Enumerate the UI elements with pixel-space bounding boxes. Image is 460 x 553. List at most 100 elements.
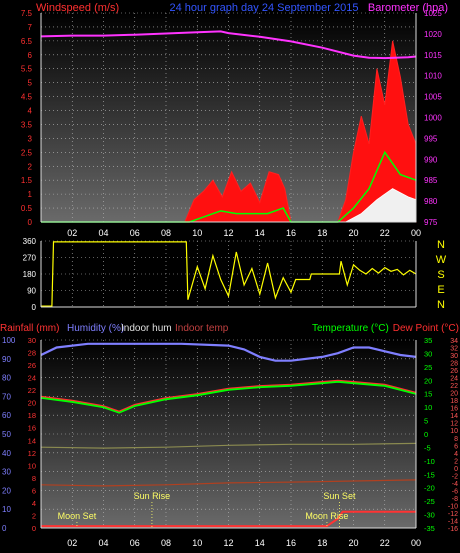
indoor-hum-series [40, 442, 417, 449]
indoor-temp-y-tick: 8 [454, 436, 458, 443]
x-tick-label: 18 [317, 538, 327, 548]
wind-y-tick: 0 [28, 218, 33, 227]
compass-label: W [436, 254, 447, 266]
rainfall-label: Rainfall (mm) [0, 323, 59, 334]
dir-y-tick: 90 [27, 287, 36, 296]
rain-y-tick: 26 [28, 361, 36, 370]
humidity-y-tick: 50 [2, 430, 11, 439]
baro-y-tick: 1000 [424, 114, 442, 123]
dewpoint-label: Dew Point (°C) [393, 323, 459, 334]
baro-y-tick: 1010 [424, 72, 442, 81]
indoor-temp-y-tick: 24 [450, 376, 458, 383]
windspeed-axis-title: Windspeed (m/s) [36, 2, 119, 14]
temp-y-tick: -10 [424, 457, 435, 466]
x-tick-label: 18 [317, 228, 327, 238]
wind-y-tick: 1.5 [21, 176, 33, 185]
baro-y-tick: 995 [424, 134, 438, 143]
x-tick-label: 10 [192, 228, 202, 238]
wind-y-tick: 0.5 [21, 204, 33, 213]
dir-y-tick: 360 [23, 237, 37, 246]
annotation-label: Moon Set [58, 511, 97, 521]
x-tick-label: 20 [348, 538, 358, 548]
temp-y-tick: 30 [424, 349, 432, 358]
indoor-temp-y-tick: 26 [450, 368, 458, 375]
indoor-temp-y-tick: 10 [450, 428, 458, 435]
indoor-temp-y-tick: -6 [452, 488, 458, 495]
temp-y-tick: 15 [424, 390, 432, 399]
temp-y-tick: 5 [424, 417, 428, 426]
dir-y-tick: 0 [32, 303, 37, 312]
temp-y-tick: -15 [424, 470, 435, 479]
indoor-temp-y-tick: 32 [450, 346, 458, 353]
rain-y-tick: 4 [32, 499, 36, 508]
wind-y-tick: 5.5 [21, 65, 33, 74]
indoor-hum-label: Indoor hum [121, 323, 172, 334]
indoor-temp-y-tick: -14 [448, 518, 458, 525]
rain-y-tick: 20 [28, 399, 36, 408]
dewpoint-series [40, 379, 417, 412]
barometer-series [40, 30, 417, 60]
indoor-temp-y-tick: 4 [454, 451, 458, 458]
baro-y-tick: 1025 [424, 9, 442, 18]
indoor-temp-series [40, 479, 417, 487]
wind-y-tick: 3.5 [21, 120, 33, 129]
wind-y-tick: 6 [28, 51, 33, 60]
rain-y-tick: 12 [28, 449, 36, 458]
indoor-temp-label: Indoor temp [175, 323, 229, 334]
indoor-temp-y-tick: -10 [448, 503, 458, 510]
indoor-temp-y-tick: 12 [450, 421, 458, 428]
compass-label: N [437, 299, 445, 311]
rainfall-series [41, 510, 416, 528]
x-tick-label: 08 [161, 228, 171, 238]
rain-y-tick: 24 [28, 374, 36, 383]
x-tick-label: 10 [192, 538, 202, 548]
x-tick-label: 06 [130, 228, 140, 238]
annotation-label: Sun Rise [134, 491, 171, 501]
rain-y-tick: 0 [32, 524, 36, 533]
wind-y-tick: 2.5 [21, 148, 33, 157]
x-tick-label: 04 [98, 538, 108, 548]
humidity-y-tick: 60 [2, 411, 11, 420]
indoor-temp-y-tick: 20 [450, 391, 458, 398]
rain-y-tick: 10 [28, 461, 36, 470]
baro-y-tick: 1020 [424, 30, 442, 39]
x-tick-label: 08 [161, 538, 171, 548]
humidity-label: Humidity (%) [67, 323, 124, 334]
indoor-temp-y-tick: 16 [450, 406, 458, 413]
compass-label: E [437, 284, 444, 296]
indoor-temp-y-tick: 28 [450, 361, 458, 368]
x-tick-label: 02 [67, 228, 77, 238]
wind-y-tick: 2 [28, 162, 33, 171]
humidity-y-tick: 0 [2, 524, 7, 533]
humidity-y-tick: 20 [2, 486, 11, 495]
x-tick-label: 12 [223, 228, 233, 238]
baro-y-tick: 1005 [424, 93, 442, 102]
rain-y-tick: 8 [32, 474, 36, 483]
temp-y-tick: -20 [424, 484, 435, 493]
wind-y-tick: 4 [28, 107, 33, 116]
x-tick-label: 20 [348, 228, 358, 238]
x-tick-label: 04 [98, 228, 108, 238]
annotation-label: Sun Set [323, 491, 356, 501]
rain-y-tick: 22 [28, 386, 36, 395]
compass-label: S [437, 269, 444, 281]
humidity-y-tick: 30 [2, 468, 11, 477]
x-tick-label: 22 [380, 538, 390, 548]
temp-y-tick: 0 [424, 430, 428, 439]
humidity-y-tick: 40 [2, 449, 11, 458]
indoor-temp-y-tick: -12 [448, 511, 458, 518]
temperature-label: Temperature (°C) [312, 323, 389, 334]
indoor-temp-y-tick: 0 [454, 466, 458, 473]
humidity-y-tick: 80 [2, 374, 11, 383]
wind-y-tick: 7.5 [21, 9, 33, 18]
x-tick-label: 00 [411, 228, 421, 238]
humidity-y-tick: 10 [2, 505, 11, 514]
wind-direction-series [41, 241, 417, 307]
baro-y-tick: 975 [424, 218, 438, 227]
temperature-series [40, 380, 417, 414]
compass-label: N [437, 239, 445, 251]
wind-gust-series [41, 150, 417, 223]
x-tick-label: 06 [130, 538, 140, 548]
indoor-temp-y-tick: -2 [452, 473, 458, 480]
